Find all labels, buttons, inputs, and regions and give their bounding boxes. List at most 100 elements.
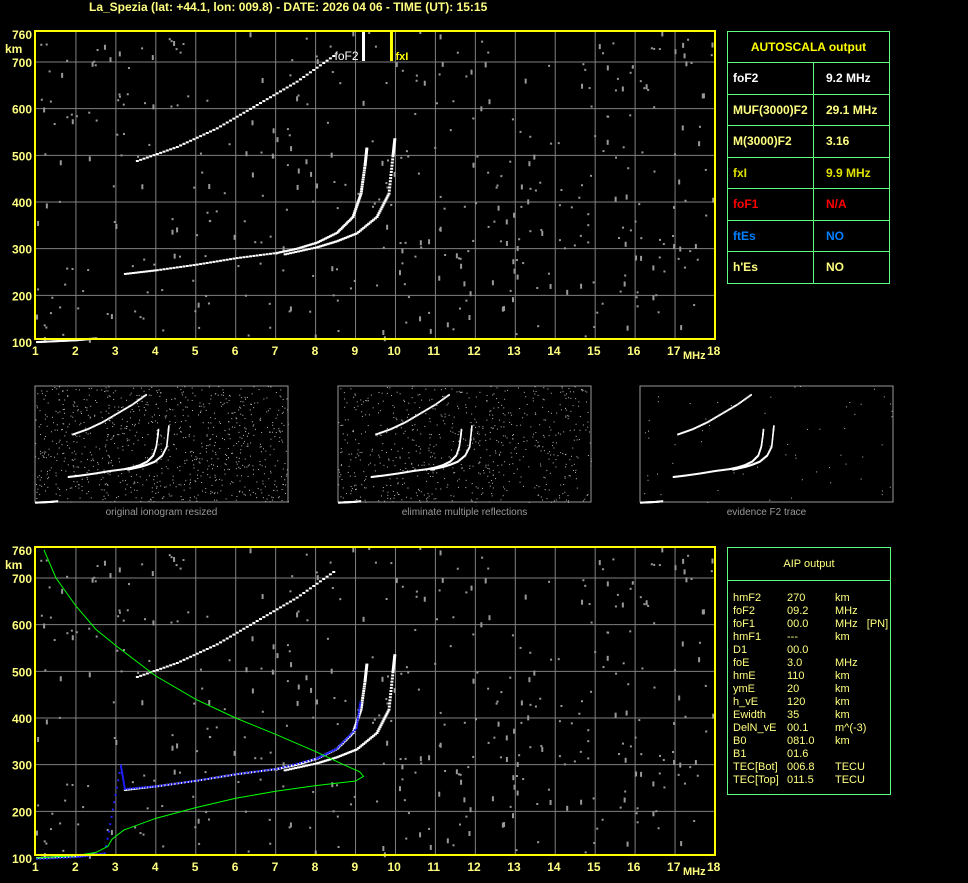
noise-dot <box>559 497 561 499</box>
noise-dot <box>118 567 121 573</box>
noise-dot <box>502 495 504 497</box>
noise-dot <box>106 828 109 831</box>
noise-dot <box>710 570 713 573</box>
noise-dot <box>153 479 155 481</box>
noise-dot <box>282 785 285 788</box>
trace-E <box>75 339 79 342</box>
aip-trace <box>123 784 126 787</box>
aip-cell: 110 <box>787 670 805 682</box>
noise-dot <box>242 434 244 436</box>
noise-dot <box>104 484 106 486</box>
trace <box>345 752 349 755</box>
noise-dot <box>205 488 207 490</box>
noise-dot <box>399 242 402 245</box>
noise-dot <box>211 463 213 465</box>
noise-dot <box>223 392 225 394</box>
noise-dot <box>469 468 471 470</box>
trace-F2_o <box>315 241 319 244</box>
trace <box>408 418 411 421</box>
noise-dot <box>596 827 599 830</box>
noise-dot <box>459 391 461 393</box>
y-tick-label: 600 <box>12 103 32 117</box>
trace <box>136 466 138 469</box>
noise-dot <box>73 471 75 473</box>
noise-dot <box>425 413 427 415</box>
trace <box>162 666 166 669</box>
noise-dot <box>215 479 217 481</box>
aip-trace <box>357 711 360 713</box>
aip-trace <box>123 788 126 790</box>
noise-dot <box>685 61 688 67</box>
trace <box>735 467 737 470</box>
trace-F2_multiple <box>169 148 173 151</box>
noise-dot <box>447 402 449 404</box>
noise-dot <box>173 556 176 562</box>
noise-dot <box>153 501 155 503</box>
noise-dot <box>288 310 291 313</box>
noise-dot <box>582 500 584 502</box>
noise-dot <box>696 258 699 261</box>
trace <box>714 470 716 473</box>
noise-dot <box>189 426 191 428</box>
noise-dot <box>556 412 558 414</box>
noise-dot <box>199 452 201 454</box>
noise-dot <box>40 453 42 455</box>
noise-dot <box>36 830 39 836</box>
trace-F2_o <box>287 249 291 252</box>
trace <box>97 423 99 426</box>
noise-dot <box>109 396 111 398</box>
noise-dot <box>640 753 643 756</box>
noise-dot <box>369 462 371 464</box>
noise-dot <box>412 386 414 388</box>
noise-dot <box>579 429 581 431</box>
trace <box>704 471 706 474</box>
noise-dot <box>355 488 357 490</box>
noise-dot <box>500 499 502 501</box>
noise-dot <box>785 454 787 456</box>
noise-dot <box>170 105 173 108</box>
trace-F2_x <box>373 217 377 220</box>
trace-F2_o <box>150 269 154 272</box>
noise-dot <box>663 270 666 273</box>
noise-dot <box>562 453 564 455</box>
trace <box>674 475 677 478</box>
noise-dot <box>698 657 701 663</box>
trace-F2_o <box>327 235 331 238</box>
noise-dot <box>137 482 139 484</box>
trace-F2_x <box>391 153 395 156</box>
trace-F2_x <box>343 236 347 239</box>
aip-row: ymE 20 km <box>728 683 890 696</box>
trace <box>105 418 108 421</box>
noise-dot <box>89 416 91 418</box>
noise-dot <box>402 478 404 480</box>
noise-dot <box>114 390 116 392</box>
noise-dot <box>684 199 687 202</box>
noise-dot <box>511 297 514 303</box>
trace <box>73 433 75 436</box>
noise-dot <box>58 200 61 203</box>
noise-dot <box>398 786 401 792</box>
noise-dot <box>58 393 60 395</box>
noise-dot <box>105 387 107 389</box>
trace-F2_x <box>335 240 339 243</box>
noise-dot <box>312 716 315 719</box>
noise-dot <box>289 306 292 312</box>
trace-F2_multiple <box>189 139 193 142</box>
noise-dot <box>459 449 461 451</box>
noise-dot <box>58 447 60 449</box>
trace <box>421 468 423 471</box>
noise-dot <box>461 467 463 469</box>
noise-dot <box>331 587 334 590</box>
trace-F2_x <box>362 226 366 229</box>
trace <box>702 472 704 475</box>
noise-dot <box>254 241 257 244</box>
trace <box>179 660 183 663</box>
noise-dot <box>432 476 434 478</box>
trace <box>69 475 72 478</box>
trace-F2_o <box>255 254 259 257</box>
noise-dot <box>614 196 617 202</box>
trace <box>771 439 774 442</box>
trace <box>364 668 368 671</box>
noise-dot <box>336 723 339 726</box>
trace <box>698 472 700 475</box>
